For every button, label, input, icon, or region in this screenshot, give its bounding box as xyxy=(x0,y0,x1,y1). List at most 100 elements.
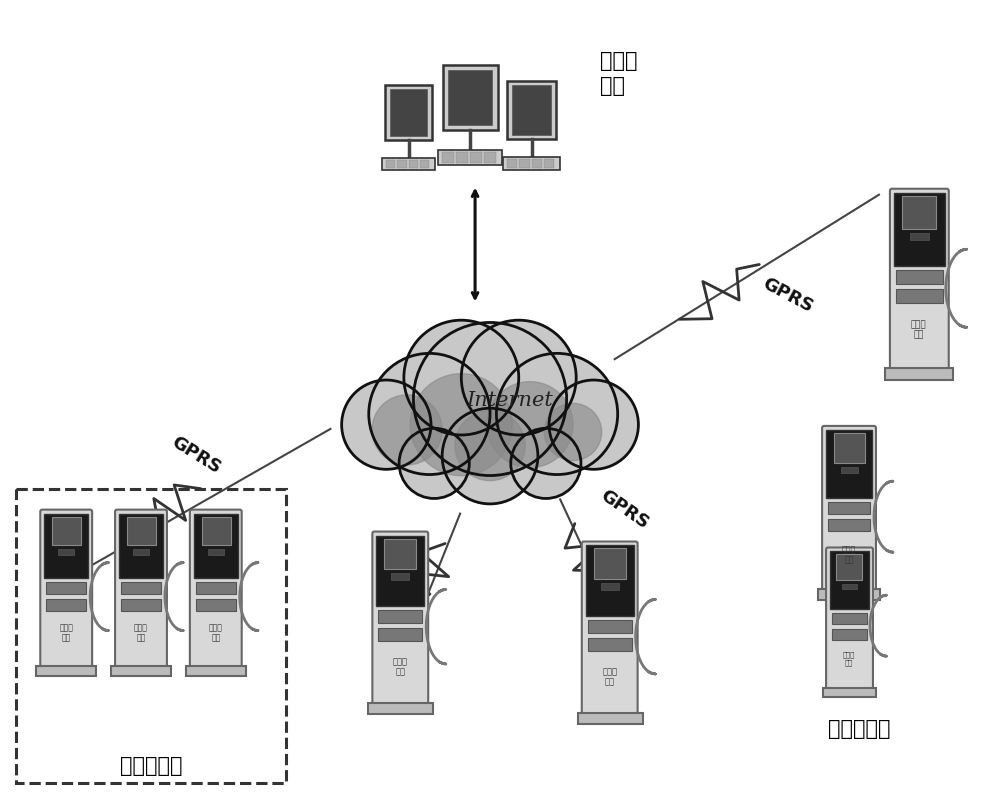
Bar xyxy=(588,638,632,651)
Circle shape xyxy=(372,395,442,466)
Bar xyxy=(832,630,867,640)
FancyBboxPatch shape xyxy=(826,548,873,690)
Text: GPRS: GPRS xyxy=(168,432,224,476)
Bar xyxy=(442,153,454,164)
FancyBboxPatch shape xyxy=(115,510,167,668)
FancyBboxPatch shape xyxy=(582,542,638,715)
Bar xyxy=(532,161,542,169)
Bar xyxy=(121,583,161,594)
Text: 管理服
务器: 管理服 务器 xyxy=(600,51,637,96)
Bar xyxy=(420,161,429,169)
Circle shape xyxy=(342,381,431,470)
Text: 交流充
电桩: 交流充 电桩 xyxy=(209,622,223,642)
Bar xyxy=(44,514,88,579)
Circle shape xyxy=(509,426,583,501)
Bar xyxy=(894,194,945,267)
Circle shape xyxy=(367,352,492,477)
FancyBboxPatch shape xyxy=(890,190,949,371)
Bar xyxy=(586,546,634,617)
Bar xyxy=(196,600,236,612)
Text: Internet: Internet xyxy=(467,390,553,409)
Bar xyxy=(385,86,432,141)
Circle shape xyxy=(544,404,602,461)
Bar xyxy=(885,369,953,381)
Text: 交流充
电桩: 交流充 电桩 xyxy=(602,666,617,686)
Bar xyxy=(594,548,626,580)
Bar xyxy=(36,666,96,676)
Bar xyxy=(186,666,246,676)
Bar xyxy=(588,621,632,634)
Bar xyxy=(443,66,498,130)
Bar xyxy=(823,688,876,697)
Circle shape xyxy=(549,381,638,470)
Bar xyxy=(384,539,416,569)
Bar xyxy=(836,555,862,581)
Text: GPRS: GPRS xyxy=(597,486,652,532)
Bar xyxy=(818,589,880,601)
Bar xyxy=(409,161,418,169)
Bar xyxy=(484,153,496,164)
Bar xyxy=(832,613,867,625)
Text: 交流充
电桩: 交流充 电桩 xyxy=(134,622,148,642)
Bar xyxy=(119,514,163,579)
Bar xyxy=(830,552,869,609)
Bar xyxy=(841,467,858,473)
Bar xyxy=(111,666,171,676)
FancyBboxPatch shape xyxy=(822,426,876,592)
Bar xyxy=(208,550,224,556)
Circle shape xyxy=(410,374,512,476)
Text: 交流充
电桩: 交流充 电桩 xyxy=(911,320,927,340)
Bar xyxy=(46,600,86,612)
Bar xyxy=(121,600,161,612)
Circle shape xyxy=(455,411,525,481)
Circle shape xyxy=(440,407,540,506)
Bar xyxy=(601,584,619,591)
Text: 独立充电桩: 独立充电桩 xyxy=(828,718,890,738)
Bar xyxy=(127,517,156,546)
Bar xyxy=(507,161,517,169)
Bar xyxy=(842,585,857,589)
Bar xyxy=(386,161,395,169)
Circle shape xyxy=(369,354,490,475)
Bar xyxy=(58,550,74,556)
Bar xyxy=(470,153,482,164)
Circle shape xyxy=(442,409,538,504)
Text: 交流充
电桩: 交流充 电桩 xyxy=(842,544,856,564)
Text: 交流充
电桩: 交流充 电桩 xyxy=(843,650,855,665)
Bar xyxy=(46,583,86,594)
FancyBboxPatch shape xyxy=(40,510,92,668)
Bar xyxy=(544,161,554,169)
Bar xyxy=(378,610,422,623)
Bar xyxy=(578,713,643,724)
Circle shape xyxy=(402,319,521,438)
Bar xyxy=(456,153,468,164)
Bar xyxy=(382,158,435,170)
Text: 小型充电站: 小型充电站 xyxy=(120,755,182,775)
Bar xyxy=(828,502,870,514)
Bar xyxy=(448,71,492,126)
Bar xyxy=(391,573,409,581)
Text: 交流充
电桩: 交流充 电桩 xyxy=(59,622,73,642)
Bar xyxy=(390,90,427,137)
Bar xyxy=(519,161,530,169)
Bar xyxy=(397,161,407,169)
Bar xyxy=(826,430,872,498)
Text: GPRS: GPRS xyxy=(759,275,816,316)
Circle shape xyxy=(511,429,581,499)
Bar xyxy=(196,583,236,594)
Bar xyxy=(902,197,936,230)
FancyBboxPatch shape xyxy=(372,532,428,705)
Bar xyxy=(52,517,81,546)
Circle shape xyxy=(397,426,471,501)
Circle shape xyxy=(459,319,578,438)
Bar xyxy=(507,82,556,140)
Bar xyxy=(378,629,422,642)
Bar xyxy=(834,434,865,463)
FancyBboxPatch shape xyxy=(190,510,242,668)
Bar xyxy=(133,550,149,556)
Bar xyxy=(896,271,943,285)
Bar xyxy=(202,517,231,546)
Text: 交流充
电桩: 交流充 电桩 xyxy=(393,656,408,675)
Circle shape xyxy=(404,320,519,435)
Circle shape xyxy=(487,382,573,468)
